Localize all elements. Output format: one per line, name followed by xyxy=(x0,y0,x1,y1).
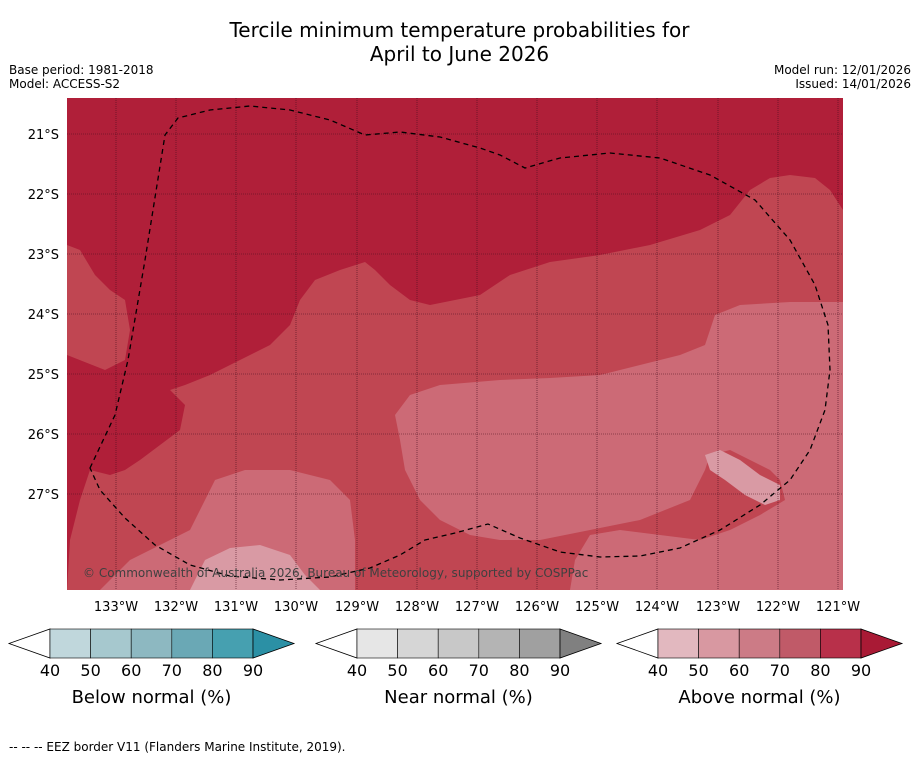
lat-label: 24°S xyxy=(28,308,59,323)
colorbar-tick: 90 xyxy=(550,661,570,680)
colorbar-1: 40 50 60 70 80 90 Below normal (%) xyxy=(7,628,296,708)
colorbar-tick: 60 xyxy=(428,661,448,680)
colorbar-3: 40 50 60 70 80 90 Above normal (%) xyxy=(615,628,904,708)
colorbar-tick: 70 xyxy=(162,661,182,680)
colorbar-tick: 80 xyxy=(202,661,222,680)
lon-label: 133°W xyxy=(94,600,138,615)
title-line-2: April to June 2026 xyxy=(369,42,550,66)
colorbar-label: Above normal (%) xyxy=(678,687,840,708)
colorbar-segment xyxy=(171,628,213,659)
lon-label: 124°W xyxy=(635,600,679,615)
colorbar-label: Near normal (%) xyxy=(384,687,533,708)
model-run: Model run: 12/01/2026 xyxy=(773,63,911,77)
lon-label: 122°W xyxy=(756,600,800,615)
colorbar-max-arrow xyxy=(252,628,296,659)
base-period: Base period: 1981-2018 xyxy=(9,63,154,77)
model-name: Model: ACCESS-S2 xyxy=(9,77,121,91)
colorbar-tick: 90 xyxy=(851,661,871,680)
lon-label: 129°W xyxy=(335,600,379,615)
eez-footnote: -- -- -- EEZ border V11 (Flanders Marine… xyxy=(9,740,346,754)
colorbar-min-arrow xyxy=(314,628,358,659)
colorbar-segment xyxy=(698,628,740,659)
lon-label: 127°W xyxy=(455,600,499,615)
colorbar-tick: 80 xyxy=(810,661,830,680)
colorbar-segment xyxy=(212,628,254,659)
colorbars: 40 50 60 70 80 90 Below normal (%) 40 50 60 70 80 90… xyxy=(7,628,904,708)
map-axes: 21°S 22°S 23°S 24°S 25°S 26°S 27°S 133°W 132°W 13… xyxy=(28,128,861,615)
colorbar-tick: 90 xyxy=(243,661,263,680)
lat-label: 25°S xyxy=(28,368,59,383)
colorbar-segment xyxy=(90,628,132,659)
lat-label: 22°S xyxy=(28,188,59,203)
lon-label: 121°W xyxy=(816,600,860,615)
lat-label: 23°S xyxy=(28,248,59,263)
colorbar-tick: 60 xyxy=(729,661,749,680)
colorbar-tick: 50 xyxy=(688,661,708,680)
colorbar-tick: 80 xyxy=(509,661,529,680)
meta-left: Base period: 1981-2018 Model: ACCESS-S2 xyxy=(9,63,154,91)
colorbar-tick: 40 xyxy=(40,661,60,680)
colorbar-segment xyxy=(437,628,480,659)
colorbar-tick: 70 xyxy=(770,661,790,680)
lat-label: 27°S xyxy=(28,488,59,503)
colorbar-segment xyxy=(49,628,91,659)
graticule xyxy=(67,98,843,590)
eez-border xyxy=(89,105,831,581)
colorbar-segment xyxy=(820,628,862,659)
colorbar-tick: 40 xyxy=(648,661,668,680)
lon-label: 126°W xyxy=(515,600,559,615)
colorbar-max-arrow xyxy=(559,628,603,659)
colorbar-tick: 50 xyxy=(80,661,100,680)
meta-right: Model run: 12/01/2026 Issued: 14/01/2026 xyxy=(774,63,911,91)
colorbar-min-arrow xyxy=(7,628,51,659)
chart-title: Tercile minimum temperature probabilitie… xyxy=(0,18,919,66)
colorbar-tick: 50 xyxy=(387,661,407,680)
copyright-text: © Commonwealth of Australia 2026, Bureau… xyxy=(83,566,588,580)
colorbar-segment xyxy=(657,628,699,659)
map-field: © Commonwealth of Australia 2026, Bureau… xyxy=(67,98,843,590)
colorbar-segment xyxy=(519,628,561,659)
colorbar-min-arrow xyxy=(615,628,659,659)
colorbar-segment xyxy=(779,628,821,659)
lon-label: 130°W xyxy=(274,600,318,615)
colorbar-segment xyxy=(130,628,173,659)
colorbar-segment xyxy=(478,628,520,659)
colorbar-tick: 60 xyxy=(121,661,141,680)
colorbar-label: Below normal (%) xyxy=(72,687,232,708)
colorbar-2: 40 50 60 70 80 90 Near normal (%) xyxy=(314,628,603,708)
title-line-1: Tercile minimum temperature probabilitie… xyxy=(229,18,690,42)
colorbar-segment xyxy=(356,628,398,659)
issued-date: Issued: 14/01/2026 xyxy=(795,77,911,91)
lon-label: 128°W xyxy=(395,600,439,615)
colorbar-max-arrow xyxy=(860,628,904,659)
region-above-50 xyxy=(190,450,780,590)
lon-label: 131°W xyxy=(214,600,258,615)
colorbar-tick: 70 xyxy=(469,661,489,680)
lat-label: 21°S xyxy=(28,128,59,143)
lon-label: 123°W xyxy=(696,600,740,615)
lon-label: 125°W xyxy=(575,600,619,615)
lon-label: 132°W xyxy=(154,600,198,615)
colorbar-tick: 40 xyxy=(347,661,367,680)
colorbar-segment xyxy=(397,628,439,659)
lat-label: 26°S xyxy=(28,428,59,443)
colorbar-segment xyxy=(738,628,781,659)
